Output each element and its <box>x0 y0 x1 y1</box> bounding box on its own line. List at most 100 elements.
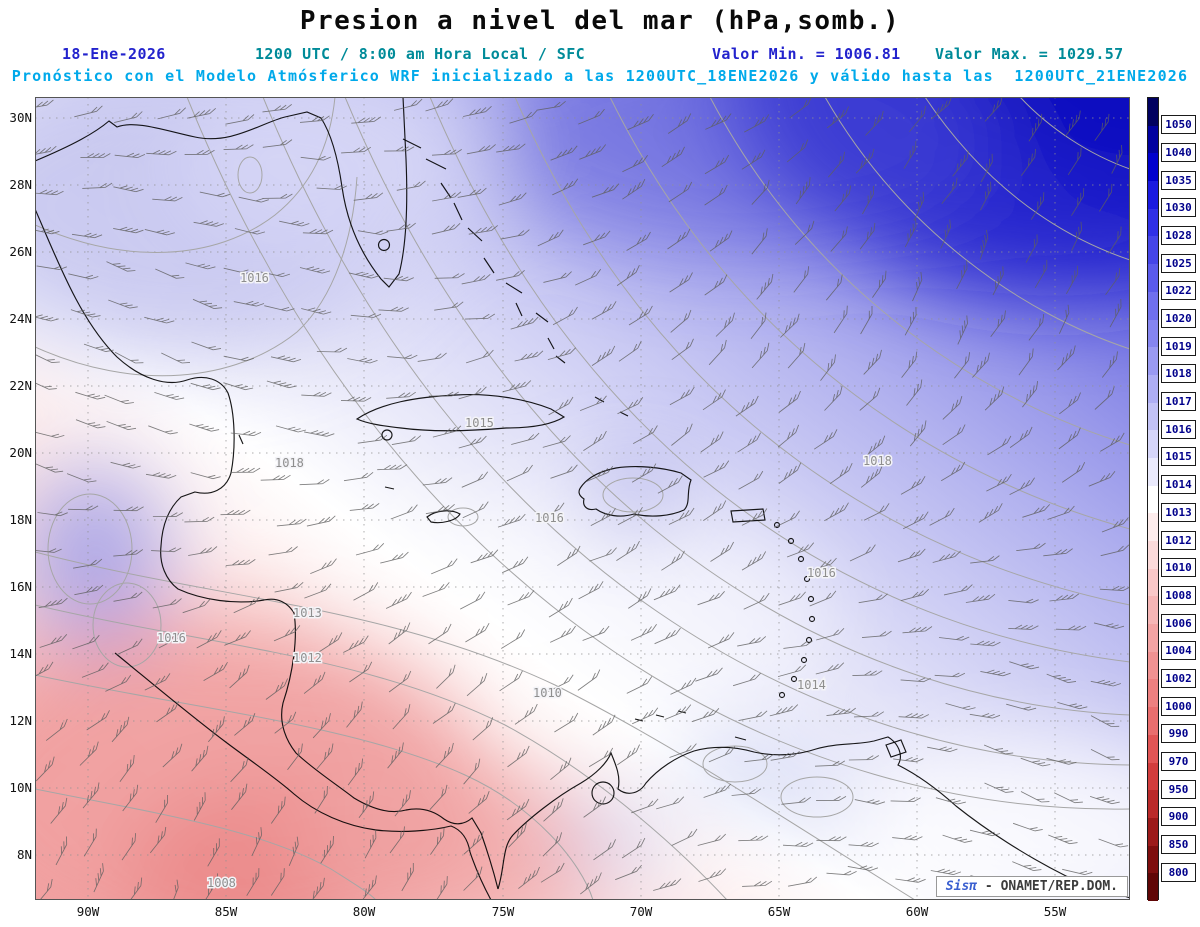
wind-barb <box>834 185 852 212</box>
wind-barb <box>783 640 813 649</box>
wind-barb <box>66 473 97 483</box>
wind-barb <box>156 701 179 723</box>
wind-barb <box>542 435 571 448</box>
wind-barb <box>377 464 408 471</box>
wind-barb <box>266 380 297 389</box>
wind-barb <box>902 626 933 634</box>
wind-barb <box>312 713 331 739</box>
wind-barb <box>589 547 617 562</box>
wind-barb <box>705 113 732 130</box>
wind-barb <box>276 518 307 527</box>
wind-barb <box>1022 381 1039 408</box>
wind-barb <box>1009 477 1035 495</box>
wind-barb <box>670 677 697 695</box>
wind-barb <box>35 463 64 473</box>
wind-barb <box>552 306 578 326</box>
wind-barb <box>788 876 818 887</box>
wind-barb <box>82 782 100 809</box>
wind-barb <box>848 755 880 761</box>
wind-barb <box>464 313 496 320</box>
wind-barb <box>1009 661 1040 670</box>
contour-label: 1018 <box>275 456 304 470</box>
coast-yucatan-centam <box>35 208 499 890</box>
wind-barb <box>591 183 620 198</box>
wind-barb <box>388 670 412 693</box>
wind-barb <box>588 747 614 768</box>
wind-barb <box>848 841 879 847</box>
wind-barb <box>316 743 334 770</box>
wind-barb <box>79 741 99 766</box>
wind-barb <box>543 798 564 822</box>
wind-barb <box>191 341 222 351</box>
wind-barb <box>965 593 996 603</box>
wind-barb <box>986 473 1012 492</box>
wind-barb <box>155 268 185 279</box>
wind-barb <box>341 146 372 154</box>
wind-barb <box>498 192 527 206</box>
wind-barb <box>978 503 1003 523</box>
colorbar-segment <box>1148 762 1158 791</box>
wind-barb <box>157 107 186 120</box>
wind-barb <box>826 707 856 717</box>
credit-brand: Sisπ <box>945 879 978 894</box>
wind-barb <box>387 354 418 360</box>
wind-barb <box>121 833 137 861</box>
wind-barb <box>347 357 378 364</box>
wind-barb <box>707 632 735 649</box>
wind-barb <box>465 622 490 643</box>
colorbar-segment <box>1148 181 1158 209</box>
colorbar-segment <box>1148 236 1158 265</box>
wind-barb <box>428 391 459 397</box>
lon-tick-label: 60W <box>905 904 929 919</box>
wind-barb <box>106 421 137 431</box>
wind-barb <box>1093 622 1125 629</box>
wind-barb <box>777 664 807 678</box>
island-cuba <box>355 394 566 432</box>
wind-barb <box>741 551 767 571</box>
wind-barb <box>246 868 260 896</box>
wind-barb <box>653 584 681 601</box>
wind-barb <box>709 230 733 252</box>
colorbar-tick: 1022 <box>1161 281 1196 301</box>
wind-barb <box>787 342 806 369</box>
island-jamaica <box>426 510 461 524</box>
wind-barb <box>972 352 990 378</box>
wind-barb <box>193 220 224 227</box>
wind-barb <box>1094 113 1110 141</box>
colorbar-tick: 1006 <box>1161 613 1196 633</box>
wind-barb <box>388 622 411 645</box>
wind-barb <box>750 312 767 339</box>
wind-barb <box>592 714 616 736</box>
wind-barb <box>591 345 616 366</box>
wind-barb <box>129 877 143 900</box>
wind-barb <box>431 558 458 575</box>
wind-barb <box>1048 834 1078 845</box>
wind-barb <box>468 225 498 235</box>
wind-barb <box>942 395 963 420</box>
wind-barb <box>311 877 325 900</box>
wind-barb <box>155 794 169 823</box>
wind-barb <box>1046 757 1077 765</box>
wind-barb <box>144 673 171 691</box>
wind-barb <box>74 105 103 118</box>
wind-barb <box>273 625 301 642</box>
colorbar-segment <box>1148 734 1158 763</box>
wind-barb <box>778 390 801 413</box>
wind-barb <box>223 382 254 391</box>
wind-barb <box>306 515 336 527</box>
wind-barb <box>35 145 57 155</box>
wind-barb <box>780 313 800 338</box>
wind-barb <box>83 828 97 857</box>
wind-barb <box>1109 298 1122 328</box>
wind-barb <box>738 835 769 842</box>
wind-barb <box>347 758 364 786</box>
wind-barb <box>189 423 220 432</box>
wind-barb <box>913 191 925 221</box>
wind-barb <box>1022 504 1051 518</box>
wind-barb <box>316 347 348 353</box>
colorbar-tick: 1020 <box>1161 309 1196 329</box>
valid-time: 1200 UTC / 8:00 am Hora Local / SFC <box>255 45 586 63</box>
contour-label: 1010 <box>533 686 562 700</box>
wind-barb <box>893 757 924 763</box>
wind-barb <box>1008 624 1039 630</box>
